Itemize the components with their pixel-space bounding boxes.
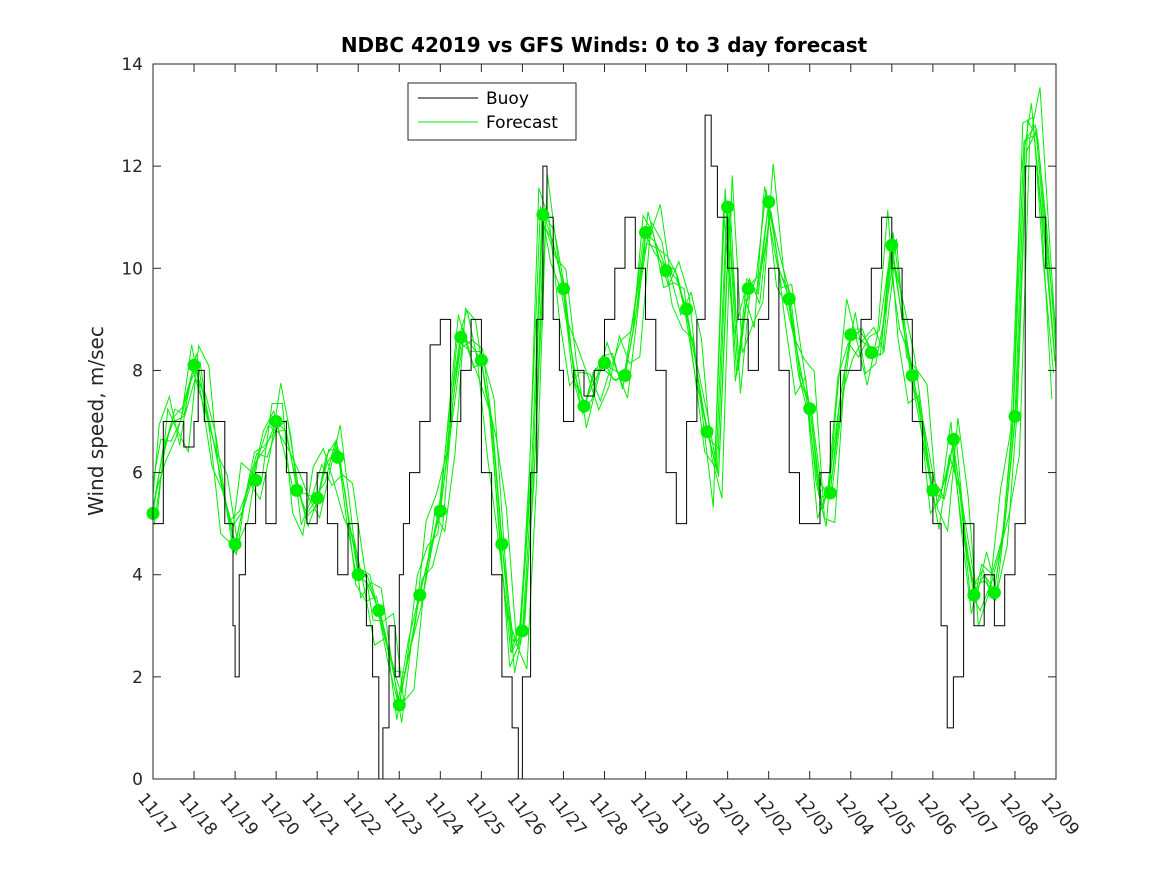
forecast-marker <box>413 588 427 602</box>
forecast-line-4 <box>153 103 1053 674</box>
y-tick-label: 6 <box>132 464 143 484</box>
legend-box <box>407 82 577 141</box>
forecast-marker <box>905 369 919 382</box>
forecast-marker <box>577 399 591 413</box>
buoy-line <box>153 114 1056 779</box>
y-tick-label: 14 <box>121 55 143 75</box>
forecast-marker <box>392 698 406 712</box>
forecast-marker <box>454 330 468 344</box>
forecast-marker <box>864 346 878 360</box>
forecast-marker <box>885 238 899 252</box>
forecast-marker <box>598 356 611 370</box>
forecast-marker <box>557 282 570 296</box>
legend-forecast-label: Forecast <box>486 113 558 133</box>
forecast-marker <box>433 504 447 518</box>
forecast-marker <box>721 200 735 214</box>
legend-buoy-label: Buoy <box>486 89 529 109</box>
y-tick-label: 12 <box>121 157 143 177</box>
forecast-marker <box>762 195 776 209</box>
forecast-marker <box>741 282 755 296</box>
forecast-marker <box>803 402 817 416</box>
forecast-markers <box>146 195 1022 712</box>
y-tick-label: 10 <box>121 259 143 279</box>
forecast-marker <box>249 473 263 487</box>
forecast-marker <box>618 369 632 382</box>
forecast-marker <box>187 358 201 372</box>
forecast-marker <box>782 292 796 306</box>
forecast-marker <box>823 486 837 500</box>
forecast-marker <box>290 483 304 497</box>
forecast-marker <box>310 491 324 505</box>
y-axis-label: Wind speed, m/sec <box>84 326 108 516</box>
legend: Buoy Forecast <box>407 82 577 141</box>
forecast-line-1 <box>155 118 1056 723</box>
chart-title: NDBC 42019 vs GFS Winds: 0 to 3 day fore… <box>341 33 868 57</box>
forecast-marker <box>659 264 673 278</box>
forecast-marker <box>331 450 345 464</box>
forecast-marker <box>639 226 652 239</box>
forecast-marker <box>228 537 242 551</box>
forecast-marker <box>474 353 488 367</box>
y-tick-label: 8 <box>132 361 143 381</box>
forecast-marker <box>946 432 960 446</box>
forecast-marker <box>700 425 714 439</box>
y-axis-ticks: 0 2 4 6 8 10 12 14 <box>121 55 1056 790</box>
forecast-marker <box>515 624 529 638</box>
forecast-marker <box>967 588 981 602</box>
forecast-marker <box>987 586 1001 600</box>
forecast-marker <box>536 208 550 222</box>
y-tick-label: 2 <box>132 668 143 688</box>
forecast-marker <box>1008 409 1022 423</box>
forecast-marker <box>844 328 858 342</box>
forecast-marker <box>269 415 283 428</box>
forecast-marker <box>351 568 365 582</box>
y-tick-label: 0 <box>132 770 143 790</box>
forecast-marker <box>926 483 940 497</box>
y-tick-label: 4 <box>132 566 143 586</box>
buoy-series-line <box>153 114 1056 779</box>
forecast-marker <box>372 604 386 617</box>
forecast-marker <box>495 537 509 551</box>
forecast-marker <box>680 302 694 316</box>
